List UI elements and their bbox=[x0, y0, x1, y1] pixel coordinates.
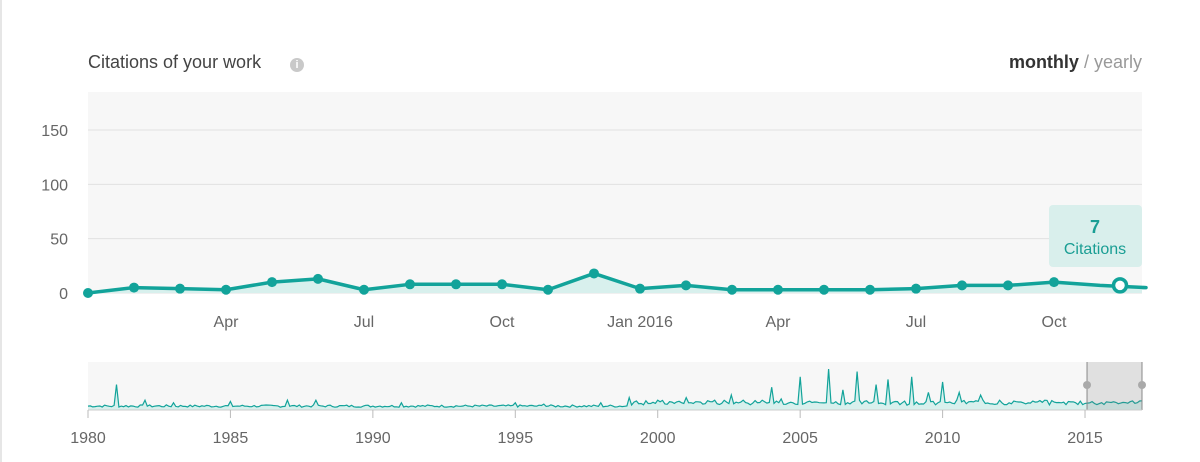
navigator-handle-left[interactable] bbox=[1083, 381, 1092, 389]
data-point bbox=[589, 268, 599, 279]
navigator-tick-label: 2015 bbox=[1067, 430, 1103, 447]
data-point bbox=[1049, 277, 1059, 288]
data-point bbox=[497, 279, 507, 290]
x-tick-label: Jul bbox=[354, 314, 374, 331]
highlight-point bbox=[1111, 277, 1129, 294]
data-point bbox=[819, 284, 829, 295]
data-point bbox=[773, 284, 783, 295]
navigator-tick-label: 1980 bbox=[70, 430, 106, 447]
toggle-monthly[interactable]: monthly bbox=[1008, 52, 1079, 72]
chart-title: Citations of your work bbox=[88, 52, 262, 72]
navigator-selection bbox=[1087, 362, 1142, 410]
navigator-tick-label: 2010 bbox=[925, 430, 961, 447]
x-tick-label: Apr bbox=[214, 314, 240, 331]
period-toggle: monthly / yearly bbox=[1009, 52, 1142, 73]
x-tick-label: Apr bbox=[766, 314, 792, 331]
data-point bbox=[313, 273, 323, 284]
data-point bbox=[83, 288, 93, 298]
data-point bbox=[129, 282, 139, 293]
y-tick-label: 50 bbox=[50, 232, 68, 249]
tooltip-label: Citations bbox=[1064, 241, 1126, 258]
data-point bbox=[727, 284, 737, 295]
navigator-handle-right[interactable] bbox=[1138, 381, 1146, 389]
data-point bbox=[543, 284, 553, 295]
y-tick-label: 0 bbox=[59, 286, 68, 303]
data-point bbox=[635, 283, 645, 294]
navigator-area bbox=[88, 362, 1142, 410]
data-point bbox=[175, 283, 185, 294]
navigator-tick-label: 2000 bbox=[640, 430, 676, 447]
navigator-tick-label: 1995 bbox=[498, 430, 534, 447]
tooltip: 7 Citations bbox=[1049, 205, 1142, 267]
tooltip-value: 7 bbox=[1090, 217, 1100, 237]
data-point bbox=[451, 279, 461, 290]
data-point bbox=[267, 277, 277, 288]
y-tick-label: 150 bbox=[41, 123, 68, 140]
data-point bbox=[359, 284, 369, 295]
y-tick-label: 100 bbox=[41, 177, 68, 194]
data-point bbox=[865, 284, 875, 295]
toggle-separator: / bbox=[1083, 52, 1089, 72]
data-point bbox=[957, 280, 967, 291]
data-point bbox=[911, 283, 921, 294]
navigator-tick-label: 2005 bbox=[782, 430, 818, 447]
navigator-series-line bbox=[87, 368, 1143, 408]
x-tick-label: Jan 2016 bbox=[607, 314, 673, 331]
navigator-tick-label: 1990 bbox=[355, 430, 391, 447]
navigator-series-area bbox=[88, 369, 1142, 410]
tooltip-box bbox=[1049, 205, 1142, 267]
navigator-tick-label: 1985 bbox=[213, 430, 249, 447]
plot-area bbox=[88, 92, 1142, 293]
data-point bbox=[405, 279, 415, 290]
data-point bbox=[681, 280, 691, 291]
data-point bbox=[221, 284, 231, 295]
info-icon[interactable]: i bbox=[290, 58, 304, 72]
data-point bbox=[1003, 280, 1013, 291]
x-tick-label: Jul bbox=[906, 314, 926, 331]
x-tick-label: Oct bbox=[490, 314, 515, 331]
left-border bbox=[0, 0, 2, 462]
x-tick-label: Oct bbox=[1042, 314, 1067, 331]
toggle-yearly[interactable]: yearly bbox=[1093, 52, 1142, 72]
